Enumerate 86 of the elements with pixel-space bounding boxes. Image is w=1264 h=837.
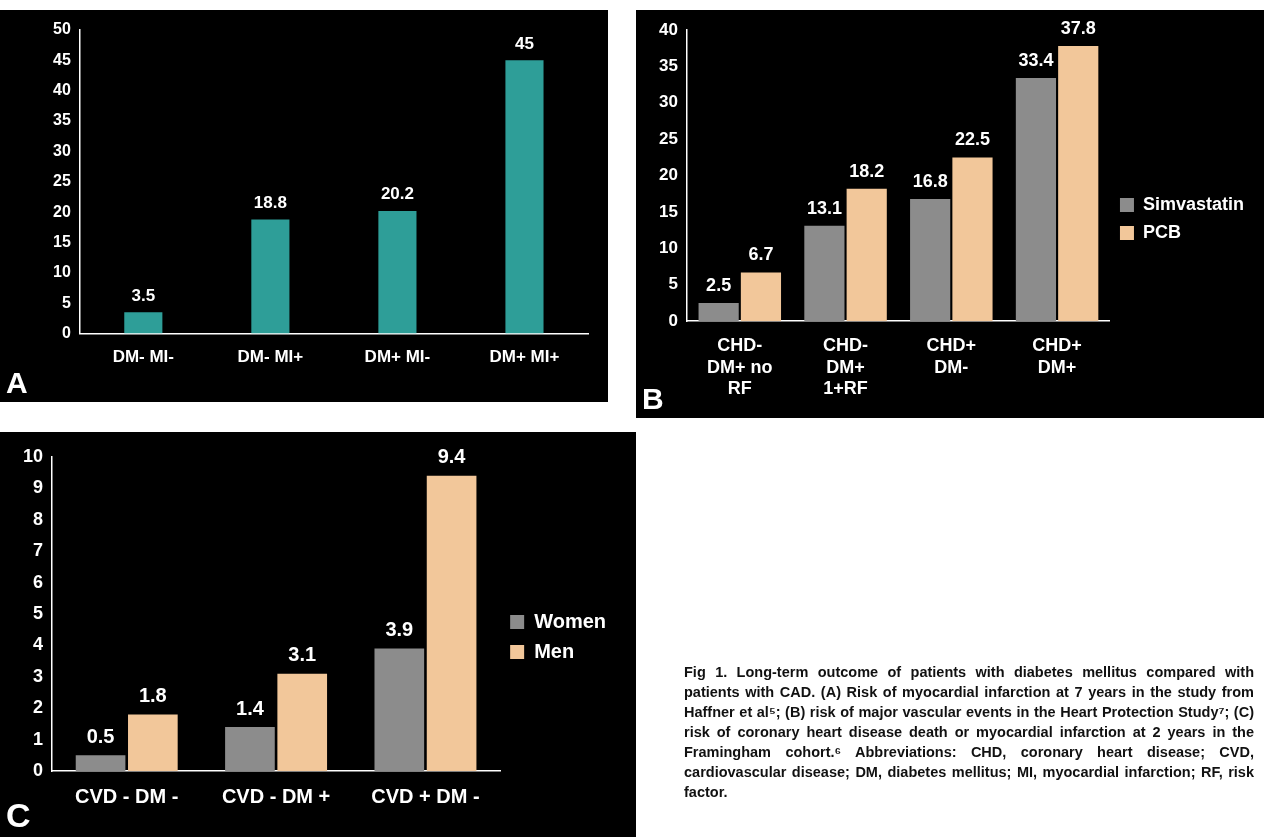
y-tick-label: 2 — [33, 697, 44, 718]
y-tick-label: 10 — [53, 263, 71, 281]
legend-label: PCB — [1142, 221, 1181, 242]
y-tick-label: 10 — [658, 238, 678, 258]
bar — [505, 60, 544, 334]
y-tick-label: 1 — [33, 728, 44, 749]
data-label: 3.5 — [131, 285, 156, 305]
x-tick-label: CHD- DM+ 1+RF — [823, 334, 869, 399]
bar — [1015, 78, 1057, 322]
data-label: 37.8 — [1060, 17, 1096, 38]
bar — [1058, 46, 1099, 322]
data-label: 18.8 — [253, 192, 287, 212]
bar — [952, 157, 993, 322]
x-tick-label: CHD+ DM+ — [1032, 334, 1082, 377]
bar — [846, 188, 887, 322]
x-tick-label: CVD - DM + — [221, 784, 331, 807]
bar — [740, 272, 782, 322]
y-tick-label: 0 — [668, 310, 678, 330]
text: C — [6, 796, 31, 835]
y-tick-label: 15 — [658, 201, 678, 221]
data-label: 33.4 — [1018, 50, 1054, 71]
bar — [698, 303, 739, 322]
caption: Fig 1. Long-term outcome of patients with diabetes mellitus compared with patients with CAD. (A) Risk of myocardial infarction at 7 years in the study from Haffner et al⁵; (B) risk of major vascular events in the Heart Protection Study⁷; (C) risk of coronary heart disease death or myocardial infarction at 2 years in the Framingham cohort.⁶ Abbreviations: CHD, coronary heart disease; CVD, cardiovascular disease; DM, diabetes mellitus; MI, myocardial infarction; RF, risk factor. — [684, 663, 1254, 802]
bar — [75, 755, 126, 771]
x-tick-label: DM- MI- — [112, 347, 175, 367]
data-label: 45 — [515, 33, 534, 53]
data-label: 1.4 — [236, 696, 265, 719]
y-tick-label: 15 — [53, 232, 71, 250]
y-tick-label: 5 — [668, 274, 678, 294]
bar — [374, 648, 425, 771]
y-tick-label: 35 — [658, 56, 678, 76]
data-label: 20.2 — [380, 184, 414, 204]
data-label: 13.1 — [806, 197, 842, 218]
data-label: 3.1 — [288, 643, 317, 666]
y-tick-label: 5 — [61, 293, 71, 311]
bar — [378, 210, 417, 334]
x-tick-label: CHD+ DM- — [926, 334, 977, 377]
data-label: 1.8 — [138, 684, 167, 706]
x-tick-label: CHD- DM+ no RF — [707, 334, 773, 399]
data-label: 2.5 — [706, 274, 732, 295]
bar — [128, 714, 178, 771]
y-tick-label: 0 — [33, 759, 44, 780]
x-tick-label: DM+ MI- — [364, 347, 431, 367]
y-tick-label: 3 — [33, 665, 44, 686]
y-tick-label: 9 — [33, 477, 44, 498]
y-tick-label: 30 — [53, 141, 71, 159]
x-tick-label: CVD - DM - — [75, 784, 179, 807]
bar — [804, 225, 845, 322]
bar — [277, 673, 328, 771]
data-label: 3.9 — [385, 618, 414, 641]
y-tick-label: 35 — [53, 111, 71, 129]
y-tick-label: 40 — [53, 81, 71, 99]
y-tick-label: 7 — [33, 540, 44, 561]
x-tick-label: CVD + DM - — [371, 784, 480, 807]
y-tick-label: 5 — [33, 602, 44, 623]
y-tick-label: 20 — [53, 202, 71, 220]
y-tick-label: 20 — [658, 165, 678, 185]
y-tick-label: 30 — [658, 92, 678, 112]
y-tick-label: 0 — [61, 324, 71, 342]
data-label: 9.4 — [437, 445, 467, 468]
text: B — [642, 382, 664, 416]
y-tick-label: 25 — [658, 128, 678, 148]
data-label: 6.7 — [748, 244, 774, 265]
legend-label: Simvastatin — [1142, 193, 1245, 214]
data-label: 0.5 — [86, 724, 115, 747]
legend-label: Women — [534, 609, 606, 632]
y-tick-label: 50 — [53, 20, 71, 38]
y-tick-label: 40 — [658, 19, 678, 39]
text: A — [6, 366, 28, 400]
data-label: 18.2 — [849, 160, 885, 181]
y-tick-label: 45 — [53, 50, 71, 68]
bar — [910, 198, 951, 322]
y-tick-label: 6 — [33, 571, 44, 592]
y-tick-label: 8 — [33, 508, 44, 529]
y-tick-label: 25 — [53, 172, 71, 190]
data-label: 22.5 — [954, 129, 990, 150]
x-tick-label: DM+ MI+ — [489, 347, 560, 367]
y-tick-label: 4 — [33, 634, 44, 655]
x-tick-label: DM- MI+ — [237, 347, 304, 367]
bar — [225, 727, 275, 771]
data-label: 16.8 — [912, 170, 948, 191]
bar — [124, 312, 163, 334]
bar — [251, 219, 290, 334]
bar — [426, 475, 477, 771]
y-tick-label: 10 — [22, 445, 44, 466]
legend-label: Men — [534, 639, 575, 662]
